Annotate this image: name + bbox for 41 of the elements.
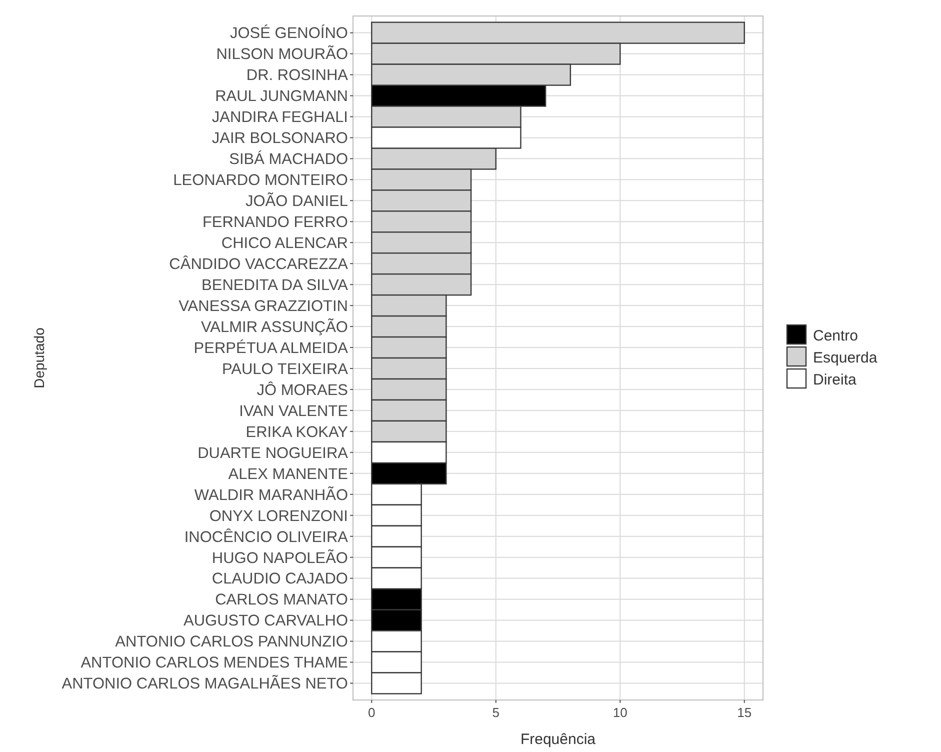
y-tick-label: BENEDITA DA SILVA xyxy=(202,276,349,294)
y-tick-label: VALMIR ASSUNÇÃO xyxy=(200,318,348,336)
x-tick-label: 0 xyxy=(368,705,376,720)
y-tick-label: ALEX MANENTE xyxy=(228,466,348,483)
y-tick-label: ANTONIO CARLOS MAGALHÃES NETO xyxy=(62,674,348,693)
y-tick-label: CLAUDIO CAJADO xyxy=(212,570,348,588)
y-tick-label: AUGUSTO CARVALHO xyxy=(183,612,348,630)
y-tick-label: IVAN VALENTE xyxy=(239,402,348,420)
y-tick-label: CARLOS MANATO xyxy=(215,592,348,609)
legend-label: Esquerda xyxy=(813,349,878,366)
y-axis-title: Deputado xyxy=(31,327,47,388)
y-tick-label: PERPÉTUA ALMEIDA xyxy=(194,338,349,357)
y-tick-label: SIBÁ MACHADO xyxy=(229,150,348,168)
y-tick-label: LEONARDO MONTEIRO xyxy=(173,172,348,190)
y-tick-label: HUGO NAPOLEÃO xyxy=(212,548,348,567)
y-tick-label: ANTONIO CARLOS PANNUNZIO xyxy=(115,634,348,651)
y-tick-label: WALDIR MARANHÃO xyxy=(194,486,348,504)
y-tick-label: JANDIRA FEGHALI xyxy=(212,109,348,126)
y-tick-label: CÂNDIDO VACCAREZZA xyxy=(169,255,349,274)
y-tick-label: RAUL JUNGMANN xyxy=(215,88,348,106)
x-tick-label: 15 xyxy=(737,705,752,720)
legend-label: Direita xyxy=(813,371,857,388)
y-tick-label: PAULO TEIXEIRA xyxy=(222,360,349,378)
legend-label: Centro xyxy=(813,327,858,344)
y-tick-label: ANTONIO CARLOS MENDES THAME xyxy=(80,654,348,672)
y-tick-label: DUARTE NOGUEIRA xyxy=(198,444,349,462)
y-tick-label: JOÃO DANIEL xyxy=(246,192,348,210)
y-tick-label: VANESSA GRAZZIOTIN xyxy=(178,298,348,315)
y-tick-label: ONYX LORENZONI xyxy=(209,508,348,525)
y-tick-label: CHICO ALENCAR xyxy=(221,235,348,252)
y-tick-label: JÔ MORAES xyxy=(256,380,348,399)
y-tick-label: DR. ROSINHA xyxy=(246,67,349,84)
y-tick-label: JAIR BOLSONARO xyxy=(212,130,348,148)
y-tick-label: INOCÊNCIO OLIVEIRA xyxy=(184,528,349,546)
x-tick-label: 5 xyxy=(492,705,500,720)
x-tick-label: 10 xyxy=(612,705,628,720)
y-tick-label: ERIKA KOKAY xyxy=(246,424,348,441)
y-tick-label: JOSÉ GENOÍNO xyxy=(230,24,348,42)
y-tick-label: FERNANDO FERRO xyxy=(202,214,348,232)
x-axis-title: Frequência xyxy=(520,731,596,748)
y-tick-label: NILSON MOURÃO xyxy=(216,45,348,64)
